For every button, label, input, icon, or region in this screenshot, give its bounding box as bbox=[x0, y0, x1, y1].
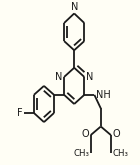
Text: CH₃: CH₃ bbox=[112, 149, 128, 158]
Text: N: N bbox=[71, 2, 78, 12]
Text: NH: NH bbox=[96, 90, 111, 100]
Text: CH₃: CH₃ bbox=[73, 149, 89, 158]
Text: N: N bbox=[55, 72, 63, 82]
Text: F: F bbox=[17, 108, 22, 118]
Text: O: O bbox=[112, 129, 120, 139]
Text: N: N bbox=[86, 72, 93, 82]
Text: O: O bbox=[82, 129, 89, 139]
